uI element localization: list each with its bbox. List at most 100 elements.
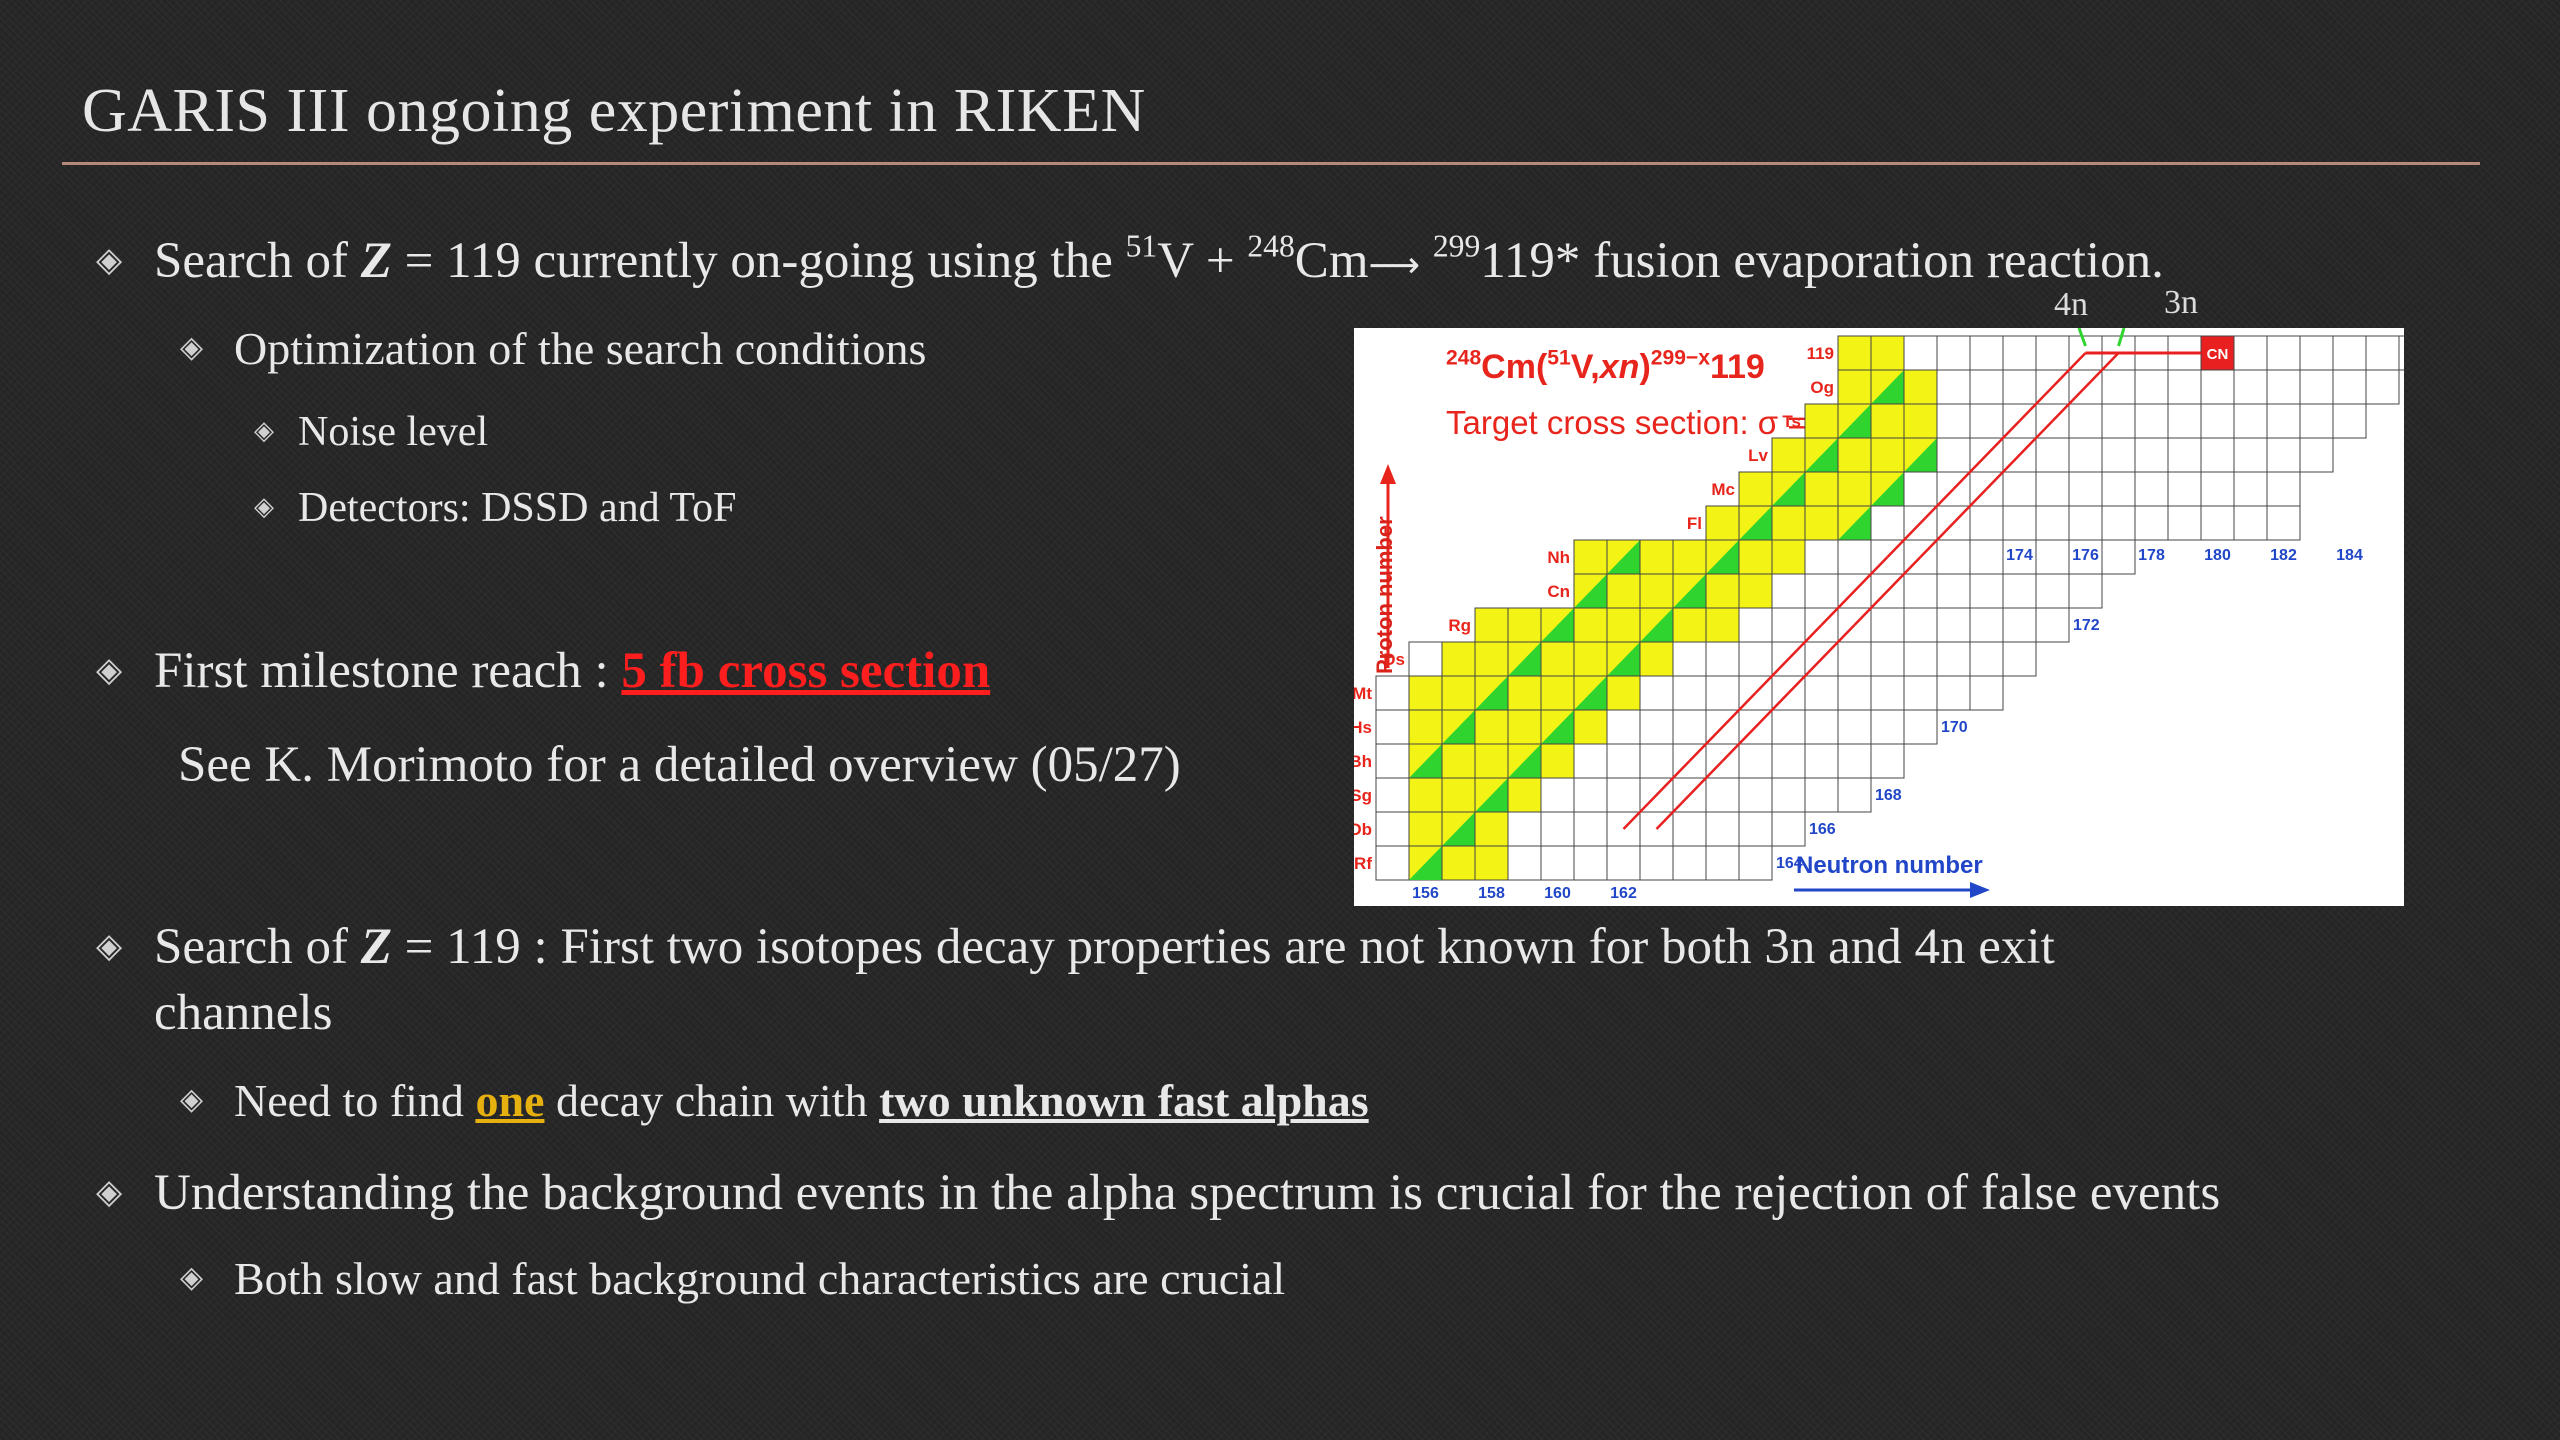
bullet-diamond-icon: ◈ [254, 416, 274, 446]
nuclide-cell [2101, 539, 2136, 575]
nuclide-cell [2299, 403, 2334, 439]
nuclide-cell-green [1904, 438, 1937, 472]
nuclide-cell [1606, 743, 1641, 779]
nuclide-cell [1474, 811, 1509, 847]
highlight-one: one [475, 1075, 545, 1126]
nuclide-cell [2299, 335, 2334, 371]
nuclide-cell [1903, 471, 1938, 507]
nuclide-cell [1507, 607, 1542, 643]
neutron-tick: 174 [2006, 547, 2033, 564]
nuclide-cell-green [1805, 438, 1838, 472]
nuclide-cell [1771, 505, 1806, 541]
nuclide-cell [1474, 709, 1509, 745]
sub-bullet-background-characteristics: ◈ Both slow and fast background characte… [180, 1253, 1286, 1304]
nuclide-cell [2266, 335, 2301, 371]
element-symbol: Nh [1547, 548, 1570, 567]
nuclide-cell [1870, 335, 1905, 371]
nuclide-cell [1903, 403, 1938, 439]
nuclide-cell-green [1772, 472, 1805, 506]
neutron-axis-label: Neutron number [1796, 852, 1983, 879]
nuclide-cell [1771, 777, 1806, 813]
channel-label-3n: 3n [2164, 284, 2198, 321]
chart-of-nuclides-figure: 248Cm(51V,xn)299−x119 Target cross secti… [1354, 328, 2404, 906]
nuclide-cell-green [1739, 506, 1772, 540]
nuclide-cell [1705, 675, 1740, 711]
nuclide-cell [1804, 675, 1839, 711]
bullet-diamond-icon: ◈ [254, 492, 274, 522]
element-symbol: Db [1354, 820, 1372, 839]
nuclide-cell [2134, 471, 2169, 507]
nuclide-cell [1837, 709, 1872, 745]
decay-chain-arrow [2018, 352, 2087, 422]
nuclide-cell [2068, 505, 2103, 541]
bullet-diamond-icon: ◈ [180, 330, 204, 365]
element-symbol: Mt [1354, 684, 1372, 703]
nuclide-cell [1573, 777, 1608, 813]
decay-chain-arrow [1787, 624, 1856, 694]
nuclide-cell [1969, 403, 2004, 439]
nuclide-cell [2266, 437, 2301, 473]
nuclide-cell-green [1475, 676, 1508, 710]
nuclide-cell [1507, 675, 1542, 711]
neutron-tick: 170 [1941, 719, 1968, 736]
nuclide-cell [1573, 811, 1608, 847]
nuclide-cell-green [1541, 608, 1574, 642]
nuclide-cell [1837, 437, 1872, 473]
nuclide-cell [1837, 777, 1872, 813]
nuclide-cell [1408, 709, 1443, 745]
nuclide-cell [2101, 437, 2136, 473]
proton-axis-label: Proton number [1372, 516, 1397, 674]
neutron-tick: 158 [1478, 885, 1505, 902]
nuclide-cell [1606, 709, 1641, 745]
nuclide-cell [1507, 811, 1542, 847]
nuclide-cell [2134, 505, 2169, 541]
nuclide-cell [2035, 471, 2070, 507]
nuclide-cell-green [1706, 540, 1739, 574]
nuclide-cell-green [1541, 710, 1574, 744]
nuclide-cell [1540, 743, 1575, 779]
nuclide-cell [2002, 471, 2037, 507]
nuclide-cell [1837, 675, 1872, 711]
nuclide-cell [1639, 811, 1674, 847]
nuclide-cell [1969, 335, 2004, 371]
nuclide-cell [1474, 607, 1509, 643]
nuclide-cell [1870, 743, 1905, 779]
bullet-search-z119: ◈ Search of Z = 119 currently on-going u… [96, 228, 2164, 289]
nuclide-cell [1375, 845, 1410, 881]
nuclide-cell [1672, 675, 1707, 711]
nuclide-cell [1573, 709, 1608, 745]
nuclide-cell [1474, 845, 1509, 881]
nuclide-cell [1639, 709, 1674, 745]
nuclide-cell [1903, 573, 1938, 609]
nuclide-cell [1903, 709, 1938, 745]
nuclide-cell [1705, 505, 1740, 541]
nuclide-cell [1639, 743, 1674, 779]
nuclide-cell [2233, 369, 2268, 405]
nuclide-cell [1936, 675, 1971, 711]
nuclide-cell [2200, 369, 2235, 405]
slide-title: GARIS III ongoing experiment in RIKEN [82, 77, 1146, 145]
bullet-diamond-icon: ◈ [96, 240, 123, 280]
nuclide-cell [1507, 777, 1542, 813]
nuclide-cell-green [1673, 574, 1706, 608]
element-symbol: Lv [1748, 446, 1768, 465]
element-symbol: Sg [1354, 786, 1372, 805]
nuclide-cell [1870, 709, 1905, 745]
nuclide-cell [1870, 437, 1905, 473]
nuclide-cell [1408, 675, 1443, 711]
nuclide-cell [1969, 573, 2004, 609]
nuclide-cell [1804, 709, 1839, 745]
nuclide-cell [2002, 573, 2037, 609]
channel-3n-arrow [2117, 328, 2126, 347]
nuclide-cell [1573, 743, 1608, 779]
reaction-label: 248Cm(51V,xn)299−x119 [1446, 346, 1765, 386]
nuclide-cell [2167, 471, 2202, 507]
element-symbol: 119 [1807, 344, 1834, 363]
nuclide-cell [2002, 539, 2037, 575]
decay-chain-arrow [1622, 760, 1691, 830]
nuclide-cell [1672, 845, 1707, 881]
nuclide-cell [1705, 641, 1740, 677]
nuclide-cell [1903, 641, 1938, 677]
element-symbol: Rg [1448, 616, 1471, 635]
